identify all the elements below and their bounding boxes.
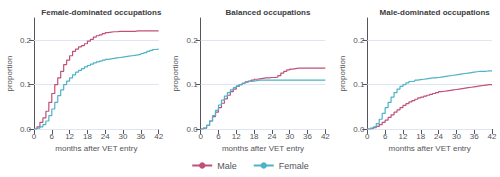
svg-text:12: 12	[398, 132, 407, 141]
svg-text:proportion: proportion	[5, 55, 14, 91]
svg-text:18: 18	[416, 132, 425, 141]
svg-text:0.2: 0.2	[353, 36, 365, 45]
svg-text:36: 36	[136, 132, 145, 141]
svg-text:Balanced occupations: Balanced occupations	[226, 8, 311, 17]
svg-text:24: 24	[101, 132, 110, 141]
svg-text:0: 0	[365, 132, 370, 141]
svg-text:0.0: 0.0	[20, 125, 32, 134]
svg-text:30: 30	[285, 132, 294, 141]
svg-text:proportion: proportion	[171, 55, 180, 91]
svg-text:Male: Male	[217, 161, 237, 171]
svg-text:30: 30	[119, 132, 128, 141]
svg-text:proportion: proportion	[338, 55, 347, 91]
svg-text:Female: Female	[279, 161, 309, 171]
svg-text:12: 12	[232, 132, 241, 141]
svg-text:0.2: 0.2	[187, 36, 199, 45]
svg-text:months after VET entry: months after VET entry	[389, 144, 471, 153]
svg-text:0.1: 0.1	[353, 80, 365, 89]
svg-text:0.1: 0.1	[187, 80, 199, 89]
svg-text:0.0: 0.0	[353, 125, 365, 134]
svg-text:Male-dominated occupations: Male-dominated occupations	[380, 8, 491, 17]
svg-text:42: 42	[154, 132, 163, 141]
svg-text:0: 0	[32, 132, 37, 141]
svg-text:0.0: 0.0	[187, 125, 199, 134]
svg-text:6: 6	[50, 132, 55, 141]
svg-text:6: 6	[383, 132, 388, 141]
svg-text:Female-dominated occupations: Female-dominated occupations	[41, 8, 162, 17]
svg-text:0.2: 0.2	[20, 36, 32, 45]
svg-text:36: 36	[303, 132, 312, 141]
svg-text:months after VET entry: months after VET entry	[55, 144, 137, 153]
svg-text:months after VET entry: months after VET entry	[222, 144, 304, 153]
svg-text:18: 18	[250, 132, 259, 141]
svg-text:24: 24	[434, 132, 443, 141]
svg-text:30: 30	[452, 132, 461, 141]
svg-text:42: 42	[321, 132, 330, 141]
svg-text:0: 0	[198, 132, 203, 141]
svg-text:36: 36	[470, 132, 479, 141]
svg-text:18: 18	[83, 132, 92, 141]
svg-text:24: 24	[267, 132, 276, 141]
svg-text:42: 42	[488, 132, 497, 141]
svg-text:0.1: 0.1	[20, 80, 32, 89]
svg-text:12: 12	[65, 132, 74, 141]
svg-text:6: 6	[216, 132, 221, 141]
